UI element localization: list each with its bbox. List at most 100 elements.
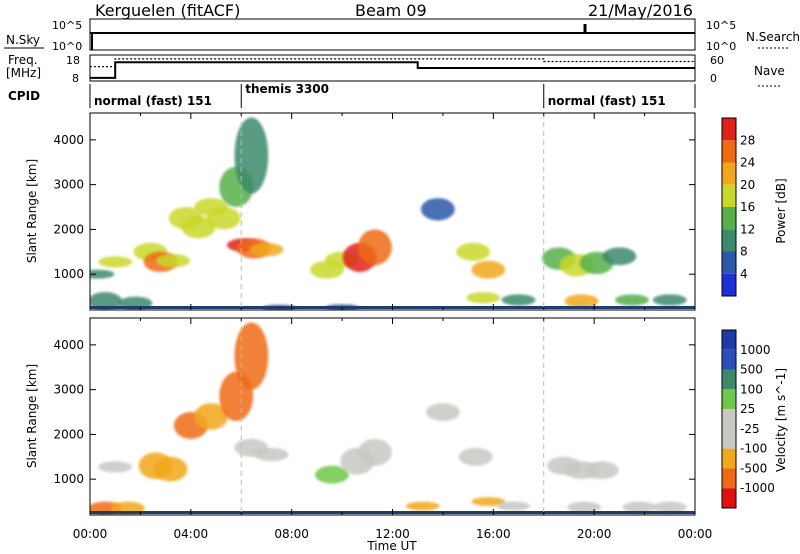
cpid-panel: CPID normal (fast) 151 themis 3300 normal … (8, 82, 696, 108)
velocity-echo-11 (315, 465, 349, 484)
velocity-colorbar-label: Velocity [m s^-1] (774, 368, 788, 472)
power-ytick-label-3: 4000 (53, 133, 84, 147)
velocity-echo-22 (567, 501, 602, 513)
power-colorbar-tick-0: 4 (740, 267, 748, 281)
power-colorbar-band-4 (722, 184, 736, 207)
velocity-ytick-label-0: 1000 (53, 472, 84, 486)
power-colorbar-band-7 (722, 118, 736, 141)
velocity-panel: 1000 2000 3000 4000 Slant Range [km] 1000 50… (25, 317, 788, 553)
power-colorbar-label: Power [dB] (774, 178, 788, 243)
velocity-colorbar-band-0 (722, 330, 736, 350)
x-tick-label-0: 00:00 (73, 527, 108, 541)
power-colorbar-tick-6: 28 (740, 133, 755, 147)
power-colorbar-frame (721, 117, 737, 297)
power-ytick-label-0: 1000 (53, 267, 84, 281)
velocity-ytick-label-2: 3000 (53, 383, 84, 397)
power-colorbar-tick-4: 20 (740, 178, 755, 192)
noise-right-label: N.Search (746, 30, 800, 44)
velocity-colorbar-tick-6: -500 (740, 461, 767, 475)
velocity-colorbar-band-1 (722, 349, 736, 370)
velocity-echo-9 (254, 447, 289, 462)
power-echo-31 (564, 294, 599, 308)
freq-step-line (90, 61, 695, 79)
power-echo-26 (501, 294, 536, 306)
power-echo-33 (652, 294, 687, 306)
x-tick-label-4: 16:00 (476, 527, 511, 541)
x-tick-label-2: 08:00 (274, 527, 309, 541)
power-echo-15 (234, 117, 269, 194)
freq-panel: Freq. [MHz] 18 8 60 0 Nave (6, 53, 785, 87)
velocity-colorbar-band-5 (722, 428, 736, 449)
power-colorbar-tick-2: 12 (740, 222, 755, 236)
velocity-colorbar-band-8 (722, 488, 736, 508)
velocity-colorbar-band-4 (722, 409, 736, 429)
power-echo-20 (357, 229, 392, 266)
velocity-colorbar-tick-2: 100 (740, 382, 763, 396)
velocity-colorbar-tick-1: 500 (740, 363, 763, 377)
velocity-colorbar-tick-7: -1000 (740, 481, 775, 495)
power-colorbar-band-1 (722, 251, 736, 274)
velocity-echo-2 (98, 461, 133, 473)
power-echo-14 (249, 242, 284, 257)
power-colorbar-band-6 (722, 140, 736, 163)
velocity-ytick-label-1: 2000 (53, 427, 84, 441)
velocity-colorbar-frame (721, 329, 737, 509)
velocity-ylabel: Slant Range [km] (25, 364, 39, 468)
velocity-echo-13 (357, 438, 392, 466)
freq-label-line1: Freq. (8, 53, 38, 67)
power-colorbar-tick-3: 16 (740, 200, 755, 214)
cpid-label: CPID (8, 89, 40, 103)
velocity-echo-24 (652, 501, 687, 513)
velocity-echo-21 (584, 461, 619, 480)
freq-left-tick-bottom: 8 (72, 72, 79, 85)
power-echo-1 (90, 292, 123, 310)
velocity-colorbar-tick-0: 1000 (740, 343, 771, 357)
power-echo-32 (615, 294, 649, 306)
velocity-colorbar-band-3 (722, 389, 736, 410)
velocity-colorbar-tick-3: 25 (740, 402, 755, 416)
power-colorbar-band-0 (722, 273, 736, 296)
power-echo-0 (90, 269, 115, 279)
x-axis-label: Time UT (366, 539, 417, 553)
noise-panel: N.Sky 10^5 10^0 10^5 10^0 N.Search (4, 18, 800, 53)
velocity-colorbar-tick-5: -100 (740, 442, 767, 456)
freq-left-tick-top: 18 (66, 54, 80, 67)
velocity-echo-15 (425, 403, 460, 421)
velocity-ytick-label-3: 4000 (53, 338, 84, 352)
noise-left-tick-bottom: 10^0 (52, 40, 82, 53)
noise-left-tick-top: 10^5 (52, 19, 82, 32)
x-tick-label-5: 20:00 (577, 527, 612, 541)
velocity-colorbar-band-6 (722, 448, 736, 469)
power-colorbar-band-3 (722, 207, 736, 230)
velocity-colorbar-tick-4: -25 (740, 422, 760, 436)
velocity-echo-10 (234, 322, 269, 390)
freq-label-line2: [MHz] (6, 66, 41, 80)
power-echo-2 (98, 256, 133, 268)
cpid-segment-1: themis 3300 (245, 82, 329, 96)
date-title: 21/May/2016 (588, 1, 693, 20)
power-ylabel: Slant Range [km] (25, 159, 39, 263)
power-echo-30 (602, 247, 637, 266)
power-echo-22 (420, 198, 455, 221)
noise-left-label: N.Sky (6, 33, 40, 47)
power-colorbar-tick-1: 8 (740, 245, 748, 259)
velocity-echo-14 (405, 501, 440, 511)
nave-right-tick-top: 60 (710, 54, 724, 67)
nave-label: Nave (754, 64, 785, 78)
noise-right-tick-top: 10^5 (706, 19, 736, 32)
cpid-segment-2: normal (fast) 151 (548, 94, 666, 108)
velocity-echo-23 (622, 501, 657, 513)
velocity-echo-17 (471, 497, 506, 507)
velocity-echo-18 (496, 501, 531, 511)
power-echo-23 (456, 242, 491, 261)
power-echo-10 (206, 207, 241, 230)
nave-step-line (90, 58, 695, 68)
power-echo-8 (181, 215, 216, 239)
x-tick-label-1: 04:00 (174, 527, 209, 541)
station-title: Kerguelen (fitACF) (95, 1, 240, 20)
power-colorbar-tick-5: 24 (740, 156, 755, 170)
velocity-echo-4 (153, 456, 188, 482)
beam-title: Beam 09 (355, 1, 427, 20)
x-tick-label-6: 00:00 (678, 527, 713, 541)
